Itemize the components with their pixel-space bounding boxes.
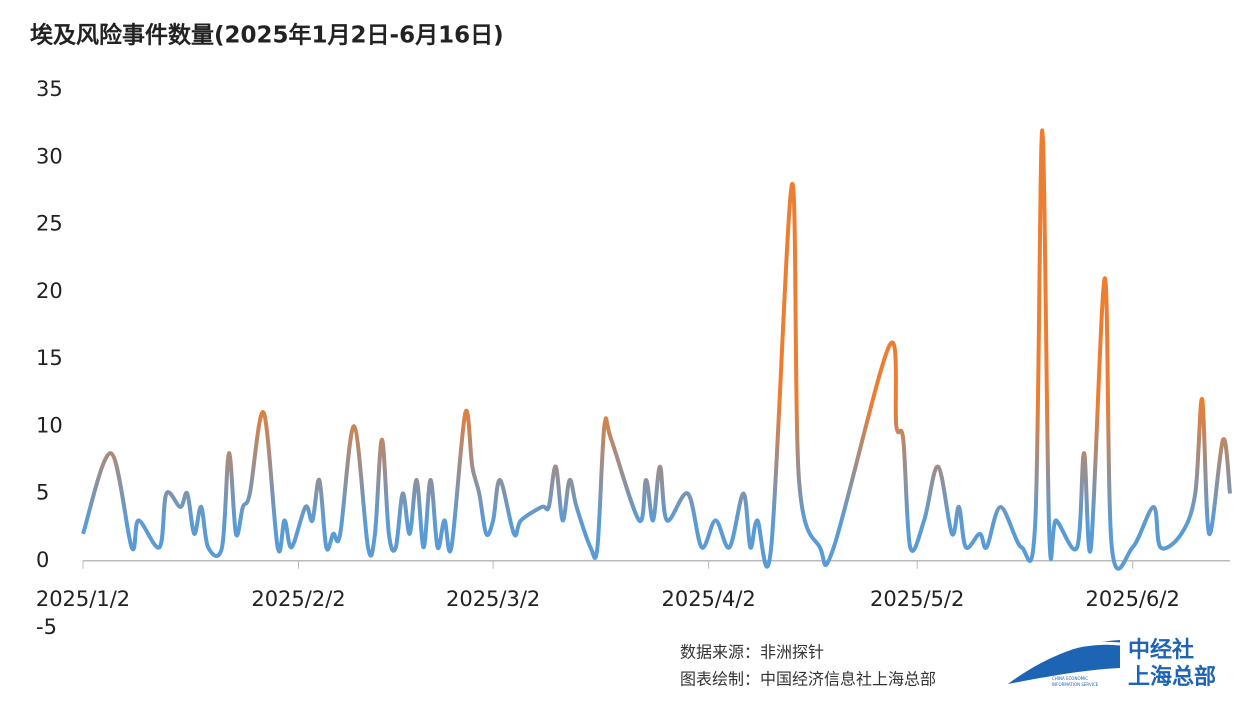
logo-text: 上海总部 <box>1128 664 1216 690</box>
x-tick-label: 2025/2/2 <box>251 587 345 611</box>
y-tick-label: 25 <box>36 212 63 236</box>
x-tick-label: 2025/3/2 <box>446 587 540 611</box>
chart-title: 埃及风险事件数量(2025年1月2日-6月16日) <box>30 22 504 49</box>
y-tick-label: 20 <box>36 279 63 303</box>
y-tick-label: 30 <box>36 144 63 168</box>
x-tick-label: 2025/1/2 <box>36 587 130 611</box>
line <box>81 128 1232 571</box>
logo <box>1008 640 1121 684</box>
x-tick-label: 2025/6/2 <box>1086 587 1180 611</box>
y-tick-label: 10 <box>36 413 63 437</box>
logo-en: CHINA ECONOMIC <box>1052 676 1088 681</box>
author: 图表绘制：中国经济信息社上海总部 <box>680 670 936 689</box>
y-tick-label: -5 <box>36 615 57 639</box>
x-tick-label: 2025/5/2 <box>870 587 964 611</box>
x-tick-label: 2025/4/2 <box>661 587 755 611</box>
y-tick-label: 0 <box>36 548 49 572</box>
y-tick-label: 15 <box>36 346 63 370</box>
source: 数据来源：非洲探针 <box>680 643 824 662</box>
y-tick-label: 35 <box>36 77 63 101</box>
y-tick-label: 5 <box>36 481 49 505</box>
logo-en: INFORMATION SERVICE <box>1052 682 1099 687</box>
logo-text: 中经社 <box>1128 637 1194 663</box>
